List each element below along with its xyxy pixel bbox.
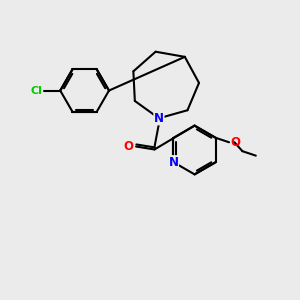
Text: N: N — [154, 112, 164, 125]
Text: N: N — [169, 156, 178, 169]
Text: Cl: Cl — [31, 85, 42, 96]
Text: O: O — [124, 140, 134, 153]
Text: O: O — [231, 136, 241, 149]
